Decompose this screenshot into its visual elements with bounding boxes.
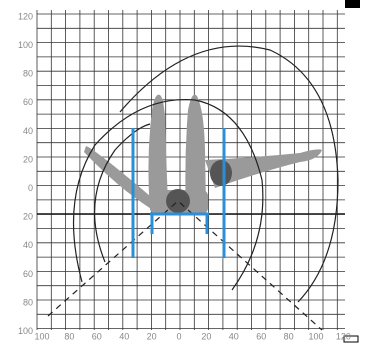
x-label: 80 [284, 331, 294, 341]
y-label: 40 [23, 240, 33, 250]
y-label: 40 [23, 126, 33, 136]
x-label: 100 [34, 331, 49, 341]
x-label: 120 [336, 331, 351, 341]
dashed-limit [47, 200, 323, 331]
reach-curve [119, 45, 339, 303]
reach-curves [47, 45, 339, 331]
y-label: 80 [23, 69, 33, 79]
figure [84, 94, 322, 214]
left-upper-body [148, 94, 168, 210]
reach-curve [72, 98, 264, 291]
corner-box [343, 335, 359, 343]
head [210, 160, 232, 186]
seat-frame [131, 128, 226, 258]
x-label: 80 [64, 331, 74, 341]
x-label: 60 [92, 331, 102, 341]
x-label: 0 [176, 331, 181, 341]
right-arm [205, 149, 322, 188]
x-label: 100 [308, 331, 323, 341]
x-label: 60 [256, 331, 266, 341]
x-label: 20 [147, 331, 157, 341]
right-upper-body [185, 94, 206, 212]
x-label: 40 [229, 331, 239, 341]
y-label: 100 [18, 326, 33, 336]
corner-block [345, 0, 360, 8]
head [166, 189, 190, 213]
y-label: 60 [23, 269, 33, 279]
reach-curve [93, 123, 151, 263]
y-label: 20 [23, 154, 33, 164]
y-label: 0 [28, 183, 33, 193]
x-label: 20 [201, 331, 211, 341]
y-label: 120 [18, 11, 33, 21]
y-label: 80 [23, 297, 33, 307]
y-label: 60 [23, 97, 33, 107]
y-label: 20 [23, 212, 33, 222]
x-label: 40 [119, 331, 129, 341]
y-label: 100 [18, 40, 33, 50]
left-arm [84, 146, 156, 212]
